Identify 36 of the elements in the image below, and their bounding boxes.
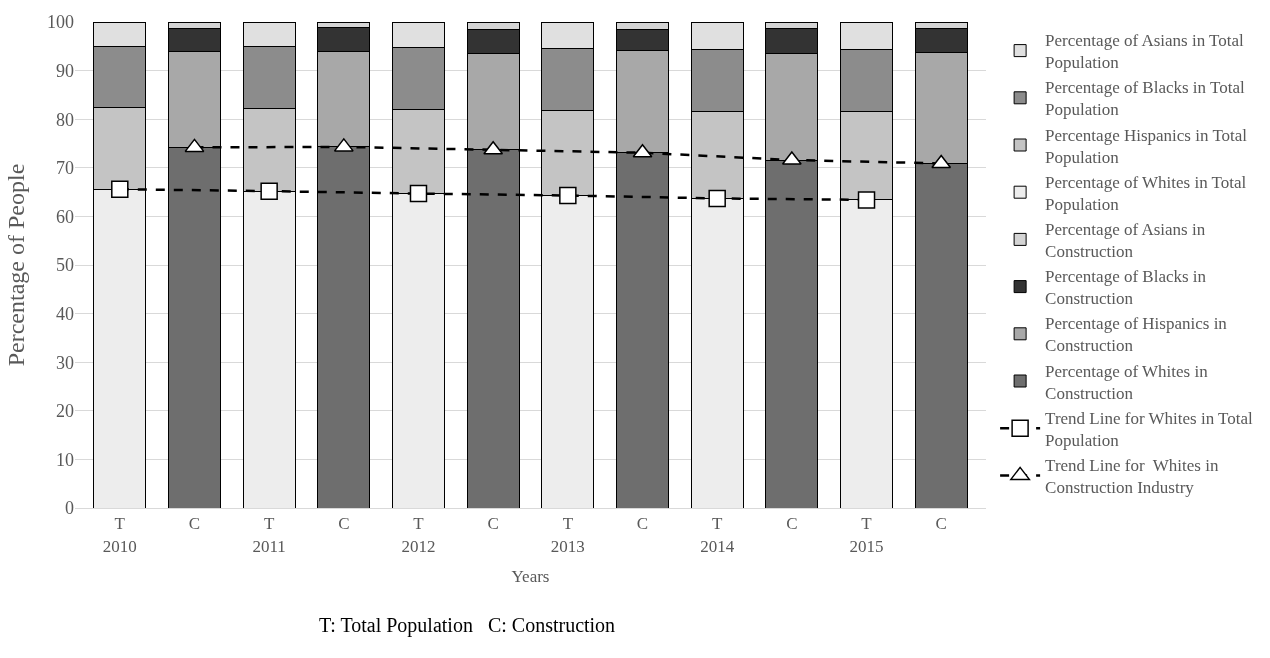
legend-label: Percentage of Asians in Total Population bbox=[1045, 31, 1245, 73]
y-tick-label: 40 bbox=[56, 303, 74, 324]
x-tick-label: T 2011 bbox=[252, 514, 286, 556]
legend-label: Percentage of Blacks in Construction bbox=[1045, 267, 1207, 309]
y-tick-label: 80 bbox=[56, 109, 74, 130]
y-tick-label: 20 bbox=[56, 401, 74, 422]
legend-label: Trend Line for Whites in Total Population bbox=[1045, 408, 1254, 450]
legend-label: Percentage Hispanics in Total Population bbox=[1045, 125, 1248, 167]
y-tick-label: 30 bbox=[56, 352, 74, 373]
y-tick-label: 10 bbox=[56, 449, 74, 470]
legend-label: Percentage of Whites in Construction bbox=[1045, 361, 1209, 403]
x-tick-label: C bbox=[338, 514, 350, 534]
x-tick-label: C bbox=[636, 514, 649, 534]
y-axis-title: Percentage of People bbox=[3, 163, 30, 367]
x-tick-label: C bbox=[786, 514, 798, 534]
y-tick-label: 50 bbox=[56, 255, 74, 276]
x-tick-label: C bbox=[487, 514, 499, 534]
x-tick-label: T 2013 bbox=[550, 514, 585, 556]
x-tick-label: C bbox=[935, 514, 947, 534]
legend-label: Percentage of Hispanics in Construction bbox=[1045, 314, 1228, 356]
y-tick-label: 0 bbox=[65, 498, 74, 519]
y-tick-label: 90 bbox=[56, 60, 74, 81]
text: T: Total Population C: Construction bbox=[319, 614, 616, 637]
legend-label: Percentage of Whites in Total Population bbox=[1045, 172, 1247, 214]
x-tick-label: T 2010 bbox=[102, 514, 137, 556]
y-tick-label: 100 bbox=[47, 12, 74, 33]
y-tick-label: 60 bbox=[56, 206, 74, 227]
x-tick-label: T 2014 bbox=[700, 514, 735, 556]
legend-label: Percentage of Blacks in Total Population bbox=[1045, 78, 1245, 120]
x-tick-label: T 2012 bbox=[401, 514, 436, 556]
legend-label: Percentage of Asians in Construction bbox=[1045, 219, 1206, 262]
x-axis-title: Years bbox=[511, 566, 550, 586]
y-tick-label: 70 bbox=[56, 158, 74, 179]
legend-label: Trend Line for Whites in Construction Industry bbox=[1045, 455, 1219, 498]
x-tick-label: C bbox=[188, 514, 201, 534]
x-tick-label: T 2015 bbox=[849, 514, 884, 556]
